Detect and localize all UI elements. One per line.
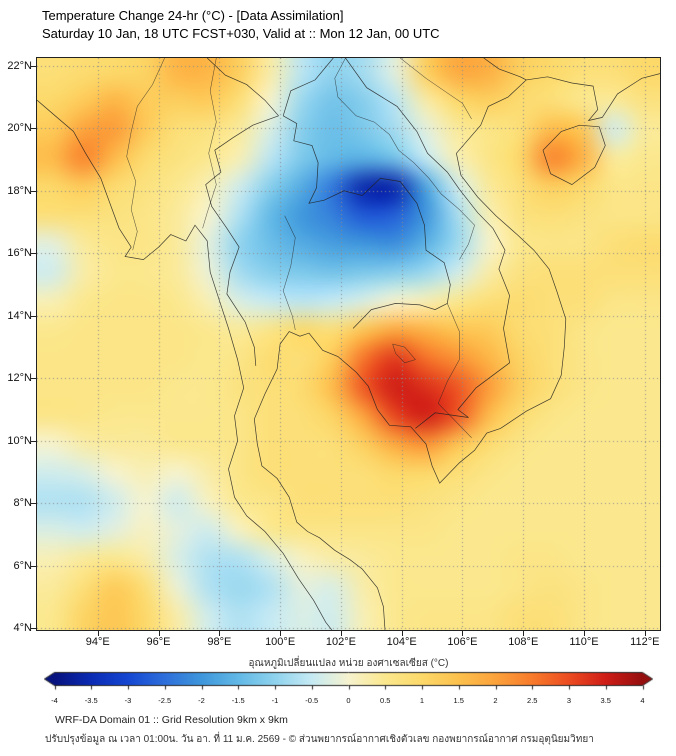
colorbar-label: อุณหภูมิเปลี่ยนแปลง หน่วย องศาเซลเซียส (… (248, 658, 449, 669)
colorbar-gradient (44, 671, 653, 693)
colorbar-tick-label: -3 (124, 696, 132, 705)
temperature-heatmap-canvas (37, 58, 660, 630)
x-axis-label: 94°E (85, 636, 110, 648)
colorbar-tick-label: 3.5 (600, 696, 611, 705)
coastline (253, 73, 660, 630)
river-line (437, 303, 472, 438)
country-border (352, 303, 448, 329)
y-axis-label: 8°N (13, 497, 32, 510)
y-axis-label: 12°N (7, 372, 32, 385)
x-axis-tick (584, 631, 586, 636)
y-axis-tick (31, 440, 36, 442)
colorbar-tick-label: 1.5 (453, 696, 464, 705)
y-axis-label: 14°N (7, 309, 32, 322)
x-axis-tick (462, 631, 464, 636)
river-line (202, 58, 217, 229)
colorbar-tick-label: 2.5 (527, 696, 538, 705)
colorbar-tick-label: -3.5 (84, 696, 98, 705)
country-border (283, 115, 451, 304)
colorbar-tick-label: 2 (493, 696, 498, 705)
footer-update-credit: ปรับปรุงข้อมูล ณ เวลา 01:00น. วัน อา. ที… (45, 734, 594, 745)
colorbar-tick-label: -4 (51, 696, 58, 705)
x-axis-label: 108°E (508, 636, 539, 648)
river-line (282, 215, 296, 330)
x-axis-label: 100°E (265, 636, 296, 648)
country-border (415, 295, 510, 429)
x-axis-tick (644, 631, 646, 636)
x-axis-label: 106°E (447, 636, 478, 648)
y-axis-label: 22°N (7, 59, 32, 72)
y-axis-label: 20°N (7, 122, 32, 135)
x-axis-label: 112°E (630, 636, 660, 648)
y-axis-label: 18°N (7, 184, 32, 197)
x-axis-label: 96°E (146, 636, 171, 648)
y-axis-tick (31, 503, 36, 505)
y-axis-label: 16°N (7, 247, 32, 260)
y-axis-tick (31, 315, 36, 317)
colorbar-tick-label: 3 (566, 696, 572, 705)
country-border (205, 115, 279, 366)
y-axis-tick (31, 565, 36, 567)
colorbar-tick-label: -2.5 (158, 696, 172, 705)
y-axis-tick (31, 253, 36, 255)
colorbar-tick-label: 0.5 (380, 696, 391, 705)
x-axis-label: 110°E (569, 636, 599, 648)
river-line (392, 343, 416, 364)
x-axis-label: 104°E (386, 636, 417, 648)
x-axis-tick (280, 631, 282, 636)
page-subtitle: Saturday 10 Jan, 18 UTC FCST+030, Valid … (42, 26, 440, 41)
y-axis-tick (31, 628, 36, 630)
page-title: Temperature Change 24-hr (°C) - [Data As… (42, 8, 344, 23)
colorbar-tick-label: -1 (271, 696, 279, 705)
coastline (37, 99, 333, 630)
coastline (542, 124, 606, 186)
x-axis-tick (523, 631, 525, 636)
country-border (282, 58, 334, 116)
x-axis-label: 102°E (325, 636, 356, 648)
x-axis-label: 98°E (207, 636, 232, 648)
colorbar-tick-label: -0.5 (305, 696, 319, 705)
x-axis-tick (97, 631, 99, 636)
x-axis-tick (401, 631, 403, 636)
y-axis-label: 4°N (13, 622, 32, 635)
country-border (345, 58, 510, 296)
river-line (126, 58, 165, 251)
x-axis-tick (219, 631, 221, 636)
map-plot-area (36, 57, 661, 631)
colorbar-tick-label: -2 (198, 696, 205, 705)
colorbar: อุณหภูมิเปลี่ยนแปลง หน่วย องศาเซลเซียส (… (36, 656, 661, 718)
river-line (334, 58, 475, 260)
coastline-borders-overlay (37, 58, 660, 630)
colorbar-tick-label: 4 (640, 696, 645, 705)
y-axis-tick (31, 65, 36, 67)
country-border (206, 58, 279, 117)
y-axis-tick (31, 190, 36, 192)
colorbar-tick-label: 1 (419, 696, 425, 705)
y-axis-label: 6°N (13, 559, 32, 572)
y-axis-tick (31, 128, 36, 130)
y-axis-tick (31, 378, 36, 380)
x-axis-tick (158, 631, 160, 636)
y-axis-label: 10°N (7, 434, 32, 447)
colorbar-tick-label: -1.5 (231, 696, 245, 705)
footer-domain-info: WRF-DA Domain 01 :: Grid Resolution 9km … (55, 714, 288, 726)
river-line (400, 58, 472, 120)
colorbar-tick-label: 0 (346, 696, 351, 705)
country-border (483, 58, 527, 81)
x-axis-tick (340, 631, 342, 636)
